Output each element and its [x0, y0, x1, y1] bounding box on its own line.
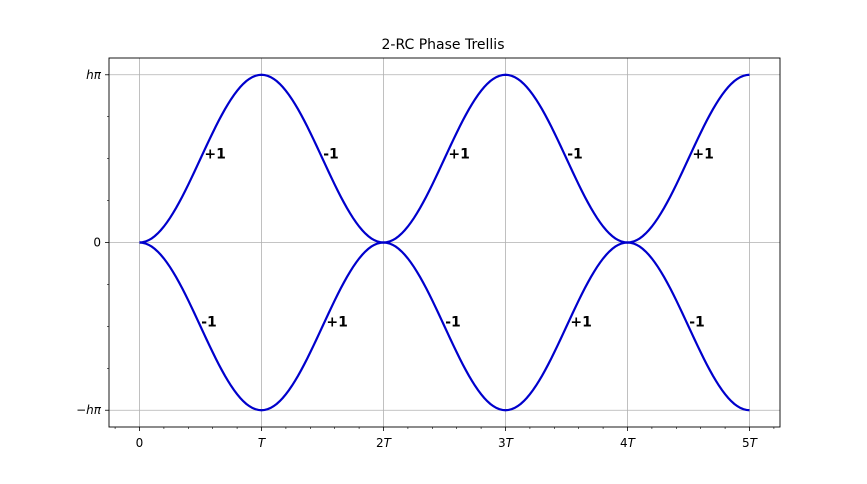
transition-label: +1 [448, 147, 469, 163]
y-tick-label: hπ [86, 68, 102, 82]
transition-label: +1 [570, 314, 591, 330]
chart-title: 2-RC Phase Trellis [382, 37, 505, 53]
transition-label: -1 [445, 314, 461, 330]
transition-label: -1 [201, 314, 217, 330]
x-tick-label: 5T [742, 436, 759, 450]
grid [109, 58, 780, 427]
x-tick-label: 2T [376, 436, 393, 450]
transition-label: -1 [567, 147, 583, 163]
x-tick-label: 0 [136, 436, 144, 450]
transition-label: +1 [204, 147, 225, 163]
x-tick-label: 3T [498, 436, 515, 450]
transition-label: -1 [323, 147, 339, 163]
trellis-curve-1 [139, 73, 750, 244]
y-tick-label: −hπ [76, 403, 102, 417]
trellis-curves [139, 73, 750, 412]
x-tick-label: T [258, 436, 267, 450]
y-tick-label: 0 [93, 236, 101, 250]
axis-ticks: 0 T 2T 3T 4T 5T hπ 0 −hπ [76, 68, 775, 450]
trellis-curve-2 [139, 241, 750, 412]
transition-labels: +1 -1 +1 -1 +1 -1 +1 -1 +1 -1 [201, 147, 714, 331]
transition-label: -1 [689, 314, 705, 330]
transition-label: +1 [326, 314, 347, 330]
transition-label: +1 [692, 147, 713, 163]
x-tick-label: 4T [620, 436, 637, 450]
